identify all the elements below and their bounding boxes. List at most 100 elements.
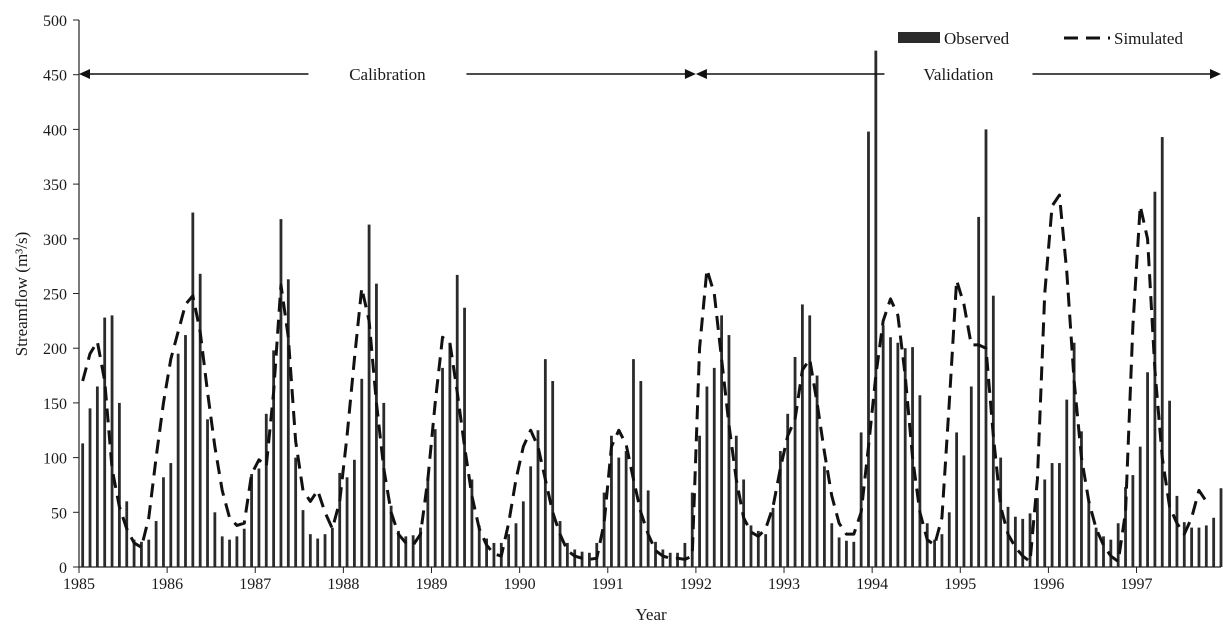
observed-bar	[389, 505, 393, 567]
observed-bar	[720, 315, 723, 567]
observed-bar	[749, 525, 753, 567]
observed-bar	[756, 530, 760, 567]
observed-bar	[308, 534, 312, 567]
observed-bar	[323, 534, 327, 567]
x-axis-ticks: 1985 1986 1987 1988 1989 1990 1991 1992 1993 1994…	[63, 567, 1153, 593]
legend-observed-swatch	[898, 32, 940, 43]
observed-bar	[206, 419, 209, 567]
observed-bar	[426, 477, 430, 567]
observed-bar	[712, 367, 716, 567]
observed-bar	[404, 536, 408, 567]
observed-bar	[668, 552, 672, 567]
observed-bar	[1204, 525, 1208, 567]
observed-bar	[1138, 446, 1142, 567]
observed-bar	[338, 472, 342, 567]
x-tick-label: 1985	[63, 576, 95, 593]
observed-bar	[345, 477, 349, 567]
observed-bar	[1094, 527, 1098, 567]
observed-bar	[169, 463, 173, 567]
y-tick-label: 300	[43, 232, 67, 249]
x-tick-label: 1997	[1121, 576, 1153, 593]
y-axis-ticks: 0 50 100 150 200 250 300 350 400 450 500	[43, 13, 79, 577]
observed-bar	[360, 378, 364, 567]
x-tick-label: 1991	[592, 576, 624, 593]
observed-bar	[1160, 137, 1164, 567]
observed-bar	[624, 451, 628, 567]
observed-bar	[896, 342, 900, 567]
observed-bar	[220, 536, 224, 567]
observed-bar	[676, 552, 679, 567]
x-tick-label: 1996	[1032, 576, 1064, 593]
observed-bar	[191, 212, 195, 568]
observed-bar	[441, 367, 444, 567]
arrowhead-left	[695, 69, 707, 79]
observed-bar	[316, 538, 320, 567]
observed-bar	[610, 435, 613, 567]
observed-bar	[1087, 501, 1091, 567]
observed-bar	[125, 501, 129, 567]
observed-bar	[492, 542, 496, 567]
observed-bar	[132, 539, 136, 567]
observed-bar	[918, 395, 922, 567]
y-tick-label: 500	[43, 13, 67, 30]
observed-bar	[514, 523, 518, 567]
observed-bar	[382, 402, 386, 567]
y-tick-label: 50	[51, 505, 67, 522]
observed-bar	[235, 536, 239, 567]
observed-bar	[852, 541, 856, 567]
observed-bar	[301, 510, 305, 567]
y-axis-title: Streamflow (m³/s)	[12, 232, 31, 357]
observed-bar	[1131, 475, 1135, 567]
y-tick-label: 400	[43, 122, 67, 139]
observed-bar	[95, 386, 99, 567]
simulated-line	[81, 193, 1208, 564]
observed-bar	[683, 542, 687, 567]
x-tick-label: 1992	[680, 576, 712, 593]
observed-bar	[661, 549, 665, 567]
observed-bar	[947, 512, 951, 567]
observed-bar	[477, 525, 481, 567]
x-tick-label: 1988	[327, 576, 359, 593]
observed-bar	[140, 541, 143, 567]
observed-bar	[823, 466, 826, 567]
arrowhead-left	[79, 69, 90, 79]
observed-bar	[1124, 487, 1127, 567]
observed-bar	[1175, 495, 1179, 567]
legend-simulated-label: Simulated	[1114, 29, 1183, 48]
observed-bar	[279, 219, 283, 568]
observed-bar	[1182, 522, 1186, 567]
observed-bar	[176, 353, 180, 567]
observed-bar	[353, 459, 356, 567]
observed-bar	[778, 451, 782, 567]
observed-bar	[1219, 488, 1223, 567]
observed-bar	[933, 539, 936, 567]
observed-bar	[565, 542, 569, 567]
period-annotations: Calibration Validation	[79, 65, 1221, 84]
observed-bar	[573, 549, 577, 567]
x-tick-label: 1987	[239, 576, 271, 593]
observed-bar	[529, 466, 533, 567]
observed-bar	[925, 523, 929, 567]
y-tick-label: 150	[43, 396, 67, 413]
arrowhead-right	[1210, 69, 1221, 79]
observed-bar	[977, 216, 981, 568]
observed-bar	[1109, 539, 1113, 567]
observed-bar	[162, 477, 165, 567]
observed-bar	[734, 435, 738, 567]
observed-bar	[903, 348, 907, 567]
y-tick-label: 200	[43, 341, 67, 358]
observed-bar	[1102, 536, 1105, 567]
observed-bar	[272, 350, 276, 567]
y-tick-label: 350	[43, 177, 67, 194]
observed-bar	[536, 430, 540, 567]
observed-bar	[815, 375, 819, 567]
observed-bar	[147, 539, 151, 567]
observed-bar	[808, 315, 812, 567]
observed-bar	[455, 274, 459, 567]
observed-bar	[286, 279, 290, 567]
x-tick-label: 1990	[504, 576, 536, 593]
observed-bar	[1080, 431, 1083, 567]
observed-bar	[940, 534, 944, 567]
observed-bar	[411, 535, 415, 567]
observed-bar	[955, 432, 959, 567]
